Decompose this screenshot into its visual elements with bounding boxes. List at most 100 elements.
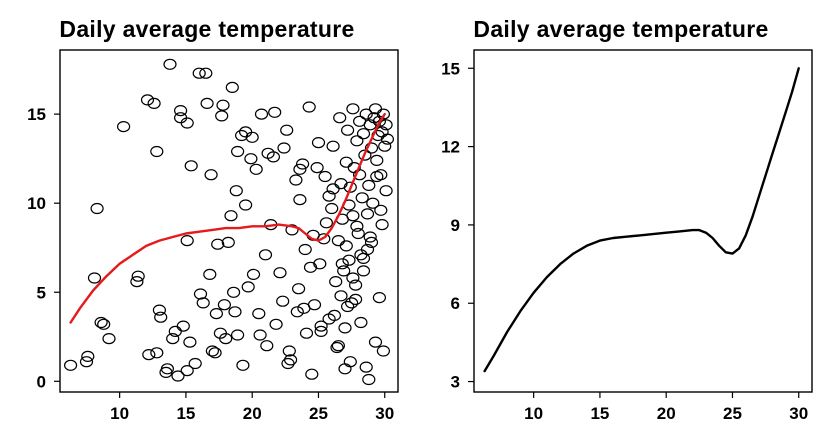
scatter-point <box>366 197 380 209</box>
scatter-point <box>163 58 177 70</box>
scatter-point <box>364 236 379 248</box>
left-scatter-plot: 10 15 20 25 30 0 5 10 15 <box>27 49 399 423</box>
scatter-point <box>375 219 389 231</box>
temperature-curve-line <box>483 67 800 373</box>
scatter-point <box>343 356 357 368</box>
scatter-point <box>380 133 394 145</box>
scatter-point <box>184 160 198 172</box>
scatter-point <box>370 154 384 166</box>
scatter-point <box>79 356 94 368</box>
scatter-point <box>174 104 188 117</box>
scatter-point <box>273 267 287 279</box>
left-chart-title: Daily average temperature <box>59 16 355 42</box>
scatter-point <box>355 192 369 204</box>
scatter-point <box>252 308 266 320</box>
scatter-point <box>351 227 365 240</box>
scatter-point <box>362 373 376 386</box>
scatter-point <box>224 210 238 222</box>
scatter-point <box>63 359 78 371</box>
scatter-point <box>297 302 311 314</box>
scatter-point <box>334 178 348 190</box>
scatter-point <box>374 204 388 216</box>
scatter-point <box>305 368 319 380</box>
scatter-point <box>342 254 356 266</box>
left-y-tick-label: 5 <box>37 283 46 302</box>
scatter-point <box>379 185 393 197</box>
scatter-point <box>356 252 371 264</box>
scatter-point <box>378 140 392 152</box>
scatter-point <box>97 318 111 330</box>
scatter-point <box>350 220 364 232</box>
scatter-point <box>258 249 273 261</box>
scatter-point <box>183 336 197 348</box>
scatter-point <box>102 333 116 345</box>
scatter-point <box>343 181 357 193</box>
scatter-point <box>277 142 291 154</box>
scatter-point <box>346 272 360 284</box>
scatter-point <box>290 306 304 318</box>
scatter-point <box>216 99 230 111</box>
scatter-point <box>227 286 241 298</box>
scatter-point <box>289 174 303 186</box>
scatter-point <box>236 359 250 371</box>
left-x-tick-label: 30 <box>375 404 394 423</box>
scatter-point <box>116 120 131 133</box>
right-x-tick-label: 20 <box>657 404 676 423</box>
scatter-point <box>346 103 360 115</box>
scatter-point <box>217 299 231 311</box>
right-y-tick-label: 3 <box>451 373 460 392</box>
left-scatter-points <box>63 58 394 386</box>
scatter-point <box>318 170 332 183</box>
scatter-point <box>327 309 341 321</box>
scatter-point <box>293 194 307 206</box>
scatter-point <box>339 156 353 168</box>
scatter-point <box>302 101 316 113</box>
scatter-point <box>131 270 145 282</box>
scatter-point <box>231 329 245 341</box>
scatter-point <box>311 137 326 149</box>
scatter-point <box>363 231 377 243</box>
scatter-point <box>379 119 393 131</box>
scatter-point <box>90 202 104 215</box>
scatter-point <box>356 265 371 277</box>
scatter-point <box>359 108 373 120</box>
scatter-point <box>261 147 275 159</box>
scatter-point <box>358 149 372 161</box>
scatter-point <box>310 162 324 174</box>
left-y-tick-label: 15 <box>27 105 46 124</box>
scatter-point <box>353 169 367 181</box>
scatter-point <box>193 288 208 300</box>
scatter-point <box>314 325 328 337</box>
smooth-trend-line <box>69 112 386 324</box>
scatter-point <box>372 292 386 304</box>
scatter-point <box>204 169 218 181</box>
scatter-point <box>338 322 352 334</box>
right-x-tick-label: 10 <box>524 404 543 423</box>
scatter-point <box>319 217 333 229</box>
scatter-point <box>349 279 363 291</box>
scatter-point <box>339 240 353 252</box>
scatter-point <box>349 293 363 305</box>
scatter-point <box>346 210 360 222</box>
scatter-point <box>293 163 307 175</box>
left-x-tick-label: 20 <box>243 404 262 423</box>
right-y-tick-label: 15 <box>441 59 460 78</box>
scatter-point <box>341 300 355 313</box>
scatter-point <box>225 81 239 94</box>
scatter-point <box>150 145 164 158</box>
scatter-point <box>330 341 344 354</box>
scatter-point <box>322 313 336 325</box>
left-y-tick-label: 0 <box>37 372 46 391</box>
scatter-point <box>241 281 255 293</box>
scatter-point <box>285 224 299 236</box>
scatter-point <box>364 142 379 154</box>
scatter-point <box>154 311 168 323</box>
scatter-point <box>211 238 225 250</box>
scatter-point <box>249 163 263 175</box>
scatter-point <box>354 249 368 261</box>
scatter-point <box>296 158 310 170</box>
right-x-tick-label: 25 <box>723 404 742 423</box>
scatter-point <box>317 233 331 245</box>
scatter-point <box>372 115 386 127</box>
scatter-point <box>235 129 249 142</box>
